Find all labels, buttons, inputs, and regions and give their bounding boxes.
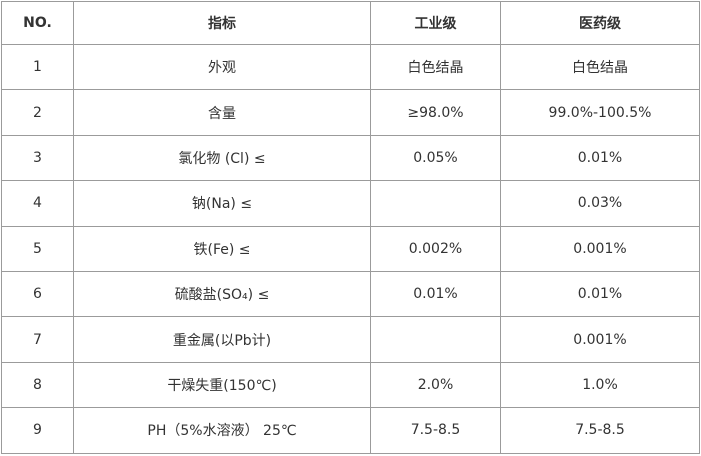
cell-indicator: 外观 — [73, 43, 371, 91]
cell-industrial: ≥98.0% — [370, 89, 501, 136]
cell-no: 4 — [1, 180, 74, 227]
table-row: 2 含量 ≥98.0% 99.0%-100.5% — [1, 89, 700, 136]
header-no: NO. — [1, 1, 74, 45]
table-row: 4 钠(Na) ≤ 0.03% — [1, 180, 700, 227]
cell-pharma: 0.001% — [500, 316, 700, 363]
cell-pharma: 7.5-8.5 — [500, 407, 700, 454]
header-pharma: 医药级 — [500, 1, 700, 45]
cell-no: 1 — [1, 43, 74, 91]
table-row: 8 干燥失重(150℃) 2.0% 1.0% — [1, 361, 700, 409]
cell-industrial: 7.5-8.5 — [370, 407, 501, 454]
cell-pharma: 0.01% — [500, 270, 700, 318]
cell-no: 5 — [1, 225, 74, 272]
cell-industrial: 0.01% — [370, 270, 501, 318]
cell-no: 7 — [1, 316, 74, 363]
cell-pharma: 1.0% — [500, 361, 700, 409]
cell-industrial: 白色结晶 — [370, 43, 501, 91]
table-row: 7 重金属(以Pb计) 0.001% — [1, 316, 700, 363]
cell-pharma: 白色结晶 — [500, 43, 700, 91]
cell-indicator: 重金属(以Pb计) — [73, 316, 371, 363]
spec-table-body: 1 外观 白色结晶 白色结晶 2 含量 ≥98.0% 99.0%-100.5% … — [1, 43, 700, 454]
cell-industrial — [370, 180, 501, 227]
cell-indicator: 钠(Na) ≤ — [73, 180, 371, 227]
cell-pharma: 0.001% — [500, 225, 700, 272]
cell-pharma: 0.01% — [500, 134, 700, 182]
spec-table-header: NO. 指标 工业级 医药级 — [1, 1, 700, 45]
header-industrial: 工业级 — [370, 1, 501, 45]
cell-pharma: 99.0%-100.5% — [500, 89, 700, 136]
cell-industrial: 0.05% — [370, 134, 501, 182]
header-indicator: 指标 — [73, 1, 371, 45]
table-row: 5 铁(Fe) ≤ 0.002% 0.001% — [1, 225, 700, 272]
cell-indicator: 硫酸盐(SO₄) ≤ — [73, 270, 371, 318]
cell-indicator: PH（5%水溶液） 25℃ — [73, 407, 371, 454]
table-row: 1 外观 白色结晶 白色结晶 — [1, 43, 700, 91]
cell-no: 3 — [1, 134, 74, 182]
header-row: NO. 指标 工业级 医药级 — [1, 1, 700, 45]
table-row: 3 氯化物 (Cl) ≤ 0.05% 0.01% — [1, 134, 700, 182]
table-row: 6 硫酸盐(SO₄) ≤ 0.01% 0.01% — [1, 270, 700, 318]
cell-indicator: 含量 — [73, 89, 371, 136]
cell-indicator: 干燥失重(150℃) — [73, 361, 371, 409]
cell-indicator: 铁(Fe) ≤ — [73, 225, 371, 272]
cell-pharma: 0.03% — [500, 180, 700, 227]
cell-industrial — [370, 316, 501, 363]
cell-no: 2 — [1, 89, 74, 136]
cell-no: 6 — [1, 270, 74, 318]
cell-industrial: 0.002% — [370, 225, 501, 272]
cell-no: 8 — [1, 361, 74, 409]
cell-industrial: 2.0% — [370, 361, 501, 409]
table-row: 9 PH（5%水溶液） 25℃ 7.5-8.5 7.5-8.5 — [1, 407, 700, 454]
cell-indicator: 氯化物 (Cl) ≤ — [73, 134, 371, 182]
cell-no: 9 — [1, 407, 74, 454]
